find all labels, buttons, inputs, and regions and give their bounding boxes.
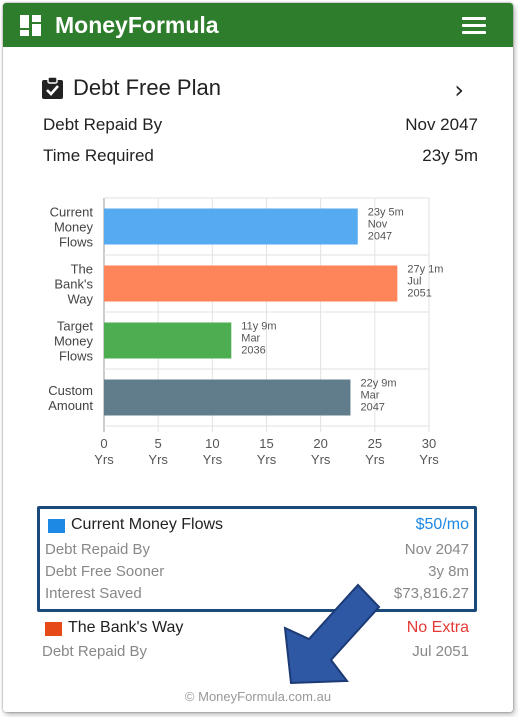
x-tick-label: 25: [368, 436, 382, 451]
x-tick-unit: Yrs: [365, 452, 385, 467]
primary-sooner-value: 3y 8m: [428, 563, 469, 580]
primary-name: Current Money Flows: [71, 516, 224, 533]
data-label: 2047: [360, 402, 384, 414]
secondary-name: The Bank's Way: [68, 619, 184, 636]
category-label: Way: [67, 292, 93, 307]
x-tick-unit: Yrs: [311, 452, 331, 467]
x-tick-label: 5: [155, 436, 162, 451]
data-label: 2051: [407, 288, 431, 300]
data-label: 23y 5m: [368, 207, 404, 219]
time-required-label: Time Required: [43, 146, 154, 165]
x-tick-unit: Yrs: [419, 452, 439, 467]
secondary-swatch: [45, 622, 62, 636]
data-label: Nov: [368, 219, 388, 231]
primary-interest-value: $73,816.27: [393, 585, 469, 602]
chevron-right-icon[interactable]: ›: [454, 76, 464, 104]
primary-swatch: [48, 519, 65, 533]
category-label: Money: [54, 220, 94, 235]
secondary-repaid-label: Debt Repaid By: [42, 643, 148, 660]
grid-logo-icon: [20, 15, 41, 36]
data-label: Jul: [407, 276, 421, 288]
plan-title: Debt Free Plan: [73, 75, 221, 100]
primary-amount: $50/mo: [415, 516, 469, 533]
x-tick-unit: Yrs: [94, 452, 114, 467]
data-label: Mar: [241, 333, 260, 345]
category-label: Custom: [48, 383, 93, 398]
data-label: 2036: [241, 345, 265, 357]
primary-repaid-label: Debt Repaid By: [45, 541, 151, 558]
category-label: The: [71, 262, 93, 277]
data-label: 27y 1m: [407, 264, 443, 276]
debt-repaid-value: Nov 2047: [405, 115, 478, 134]
x-tick-unit: Yrs: [203, 452, 223, 467]
primary-repaid-value: Nov 2047: [404, 541, 469, 558]
hamburger-menu-icon[interactable]: [462, 17, 486, 35]
category-label: Target: [57, 319, 94, 334]
app-frame: MoneyFormula Debt Free Plan › Debt Repai…: [3, 3, 513, 712]
category-label: Current: [50, 205, 94, 220]
bar-2: [104, 265, 398, 302]
clipboard-check-icon: [42, 77, 63, 99]
category-label: Money: [54, 334, 94, 349]
app-title[interactable]: MoneyFormula: [55, 12, 219, 38]
x-tick-unit: Yrs: [257, 452, 277, 467]
bar-3: [104, 322, 232, 359]
primary-sooner-label: Debt Free Sooner: [45, 563, 165, 580]
x-tick-label: 0: [100, 436, 107, 451]
current-money-flows-card[interactable]: Current Money Flows $50/mo Debt Repaid B…: [37, 506, 477, 612]
bar-1: [104, 208, 358, 245]
top-bar: MoneyFormula: [3, 3, 513, 47]
x-tick-label: 20: [313, 436, 327, 451]
secondary-amount: No Extra: [406, 619, 469, 636]
plan-header[interactable]: Debt Free Plan ›: [40, 73, 480, 105]
primary-interest-label: Interest Saved: [45, 585, 142, 602]
bar-4: [104, 379, 351, 416]
x-tick-unit: Yrs: [148, 452, 168, 467]
time-required-value: 23y 5m: [422, 146, 478, 165]
x-tick-label: 15: [259, 436, 273, 451]
category-label: Bank's: [54, 277, 93, 292]
category-label: Amount: [48, 398, 93, 413]
pointer-arrow-icon: [283, 583, 381, 685]
data-label: 11y 9m: [241, 321, 276, 333]
repayment-bar-chart: 0Yrs5Yrs10Yrs15Yrs20Yrs25Yrs30YrsCurrent…: [48, 197, 443, 467]
debt-repaid-label: Debt Repaid By: [43, 115, 163, 134]
data-label: 22y 9m: [360, 378, 396, 390]
x-tick-label: 30: [422, 436, 436, 451]
data-label: Mar: [360, 390, 379, 402]
category-label: Flows: [59, 349, 93, 364]
x-tick-label: 10: [205, 436, 219, 451]
category-label: Flows: [59, 235, 93, 250]
secondary-repaid-value: Jul 2051: [412, 643, 469, 660]
footer-copyright: © MoneyFormula.com.au: [184, 689, 332, 704]
data-label: 2047: [368, 231, 392, 243]
